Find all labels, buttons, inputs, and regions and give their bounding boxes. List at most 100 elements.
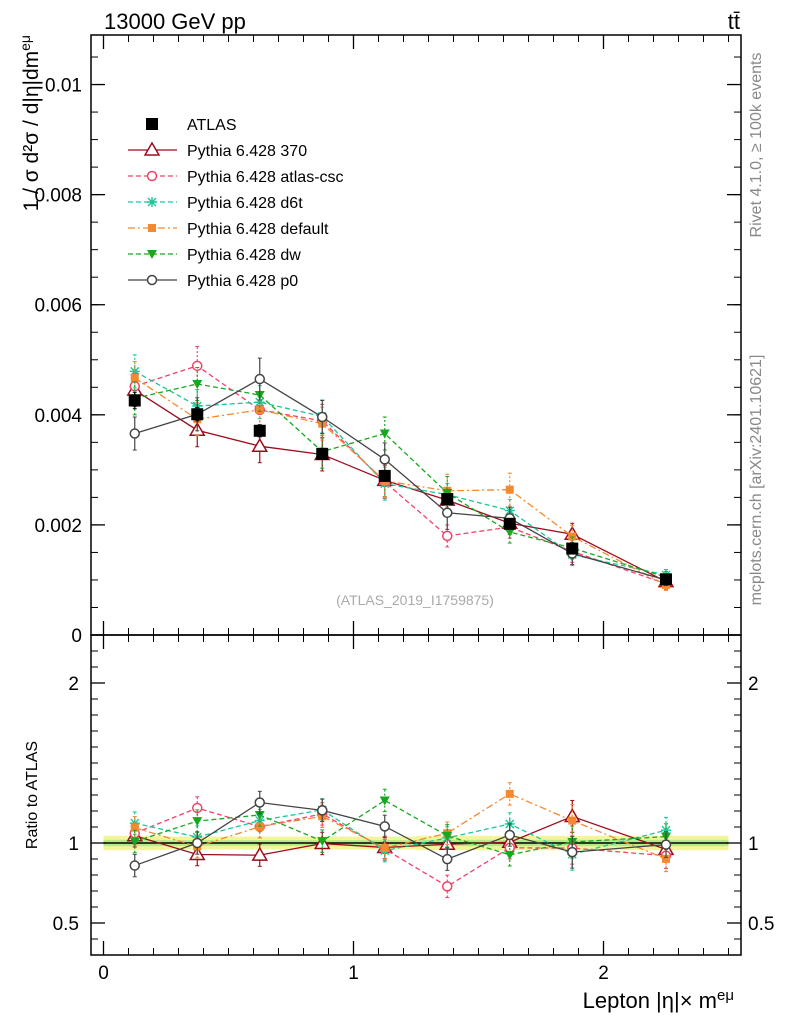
legend-label: Pythia 6.428 d6t — [187, 195, 303, 212]
legend-label: Pythia 6.428 p0 — [187, 273, 298, 290]
ratio-y-tick-label: 1 — [68, 834, 79, 855]
ratio-series-pythia-6-428-default — [130, 782, 670, 873]
main-series-point — [566, 542, 579, 555]
ratio-series-point — [379, 796, 390, 806]
ratio-series-point — [129, 818, 140, 829]
main-series-pythia-6-428-dw — [129, 366, 671, 584]
rivet-label: Rivet 4.1.0, ≥ 100k events — [748, 53, 765, 238]
legend-label: Pythia 6.428 dw — [187, 247, 301, 264]
main-series-pythia-6-428-atlas-csc — [129, 346, 672, 590]
legend-marker — [147, 197, 157, 207]
main-series-point — [128, 394, 141, 407]
legend-label: Pythia 6.428 atlas-csc — [187, 169, 344, 186]
main-series-line-pythia-6-428-p0 — [134, 378, 667, 581]
main-series-pythia-6-428-d6t — [129, 354, 671, 582]
main-y-axis-label-text: 1 / σ d²σ / d|η|dmeμ — [17, 35, 43, 211]
ratio-y-axis-label: Ratio to ATLAS — [24, 741, 41, 849]
main-series-point — [129, 366, 140, 377]
main-series-point — [251, 437, 269, 452]
ratio-series-point — [192, 802, 203, 814]
main-series-point — [379, 454, 390, 465]
ratio-series-point — [505, 789, 514, 798]
main-series — [126, 346, 675, 591]
ratio-series-point — [442, 881, 453, 892]
main-series-pythia-6-428-default — [130, 360, 670, 591]
main-series-line-pythia-6-428-atlas-csc — [134, 365, 667, 585]
ratio-series-point — [379, 821, 390, 832]
ratio-series-point — [254, 797, 265, 808]
main-series-point — [441, 493, 454, 506]
main-series-point — [192, 379, 203, 389]
ratio-series-point — [660, 839, 672, 850]
legend-item: Pythia 6.428 p0 — [128, 273, 298, 290]
ratio-series-point — [442, 831, 453, 841]
ratio-series-point — [129, 860, 140, 871]
x-tick-label: 2 — [598, 963, 609, 984]
y-tick-label: 0.008 — [34, 186, 82, 207]
main-series-point — [660, 573, 672, 586]
main-series-point — [503, 517, 516, 530]
y-tick-label: 0.004 — [34, 406, 82, 427]
main-series-point — [254, 373, 265, 385]
x-tick-label: 0 — [98, 963, 109, 984]
legend-marker — [146, 118, 158, 130]
ratio-series-point — [568, 816, 577, 825]
ratio-y-tick-label: 2 — [68, 674, 79, 695]
main-series-point — [253, 424, 266, 437]
ratio-y-tick-label-right: 1 — [748, 834, 759, 855]
legend-marker — [146, 170, 158, 182]
ratio-series-point — [567, 846, 578, 858]
y-tick-label: 0.002 — [34, 516, 82, 537]
ratio-panel-frame — [90, 634, 742, 956]
ratio-series-point — [130, 823, 139, 832]
legend: ATLAS Pythia 6.428 370 Pythia 6.428 atlas-… — [128, 117, 344, 290]
legend-item: Pythia 6.428 atlas-csc — [128, 169, 344, 186]
legend-label: Pythia 6.428 default — [187, 221, 329, 238]
legend-marker — [148, 224, 156, 232]
analysis-id: (ATLAS_2019_I1759875) — [336, 592, 494, 608]
legend-label: ATLAS — [187, 117, 237, 134]
main-series-point — [130, 373, 139, 382]
ratio-series-point — [129, 837, 140, 847]
axes: 0 1 2 0 0.002 0.004 0.006 0.008 0.01 0.5 0.5 1 1 2 2 — [34, 35, 774, 984]
main-series-point — [442, 530, 453, 542]
legend-label: Pythia 6.428 370 — [187, 143, 307, 160]
ratio-series-point — [251, 846, 269, 861]
main-series-point — [192, 360, 203, 372]
x-axis-label-text: Lepton |η|× meμ — [583, 987, 734, 1014]
ratio-series-point — [504, 850, 515, 860]
main-series-point — [505, 485, 514, 494]
ratio-series-point — [192, 817, 203, 827]
legend-item: ATLAS — [146, 117, 237, 134]
y-tick-label: 0.006 — [34, 296, 82, 317]
source-label: mcplots.cern.ch [arXiv:2401.10621] — [748, 355, 765, 606]
ratio-series-point — [661, 825, 671, 836]
main-series-point — [191, 408, 204, 421]
ratio-series-point — [662, 854, 670, 863]
legend-item: Pythia 6.428 dw — [128, 247, 301, 264]
ratio-series-point — [380, 843, 389, 852]
legend-marker — [146, 274, 158, 286]
ratio-y-tick-label: 0.5 — [53, 914, 79, 935]
main-series-line-pythia-6-428-dw — [134, 383, 667, 578]
y-tick-label: 0 — [71, 626, 82, 647]
x-tick-label: 1 — [348, 963, 359, 984]
energy-label: 13000 GeV pp — [104, 9, 246, 34]
ratio-series-point — [254, 811, 265, 820]
main-series-point — [129, 428, 140, 439]
main-series-point — [504, 528, 515, 538]
legend-item: Pythia 6.428 default — [128, 221, 329, 238]
legend-item: Pythia 6.428 d6t — [128, 195, 303, 212]
main-series-point — [317, 411, 328, 423]
ratio-y-tick-label-right: 2 — [748, 674, 759, 695]
x-axis-label: Lepton |η|× meμ — [583, 987, 734, 1014]
main-series-atlas — [128, 391, 672, 586]
main-series-point — [379, 429, 390, 439]
main-y-axis-label: 1 / σ d²σ / d|η|dmeμ — [17, 35, 43, 211]
ratio-series-point — [442, 853, 453, 865]
process-label: tt̄ — [728, 9, 740, 34]
ratio-series-point — [192, 837, 203, 849]
ratio-series — [126, 782, 675, 899]
main-series-point — [316, 447, 329, 460]
